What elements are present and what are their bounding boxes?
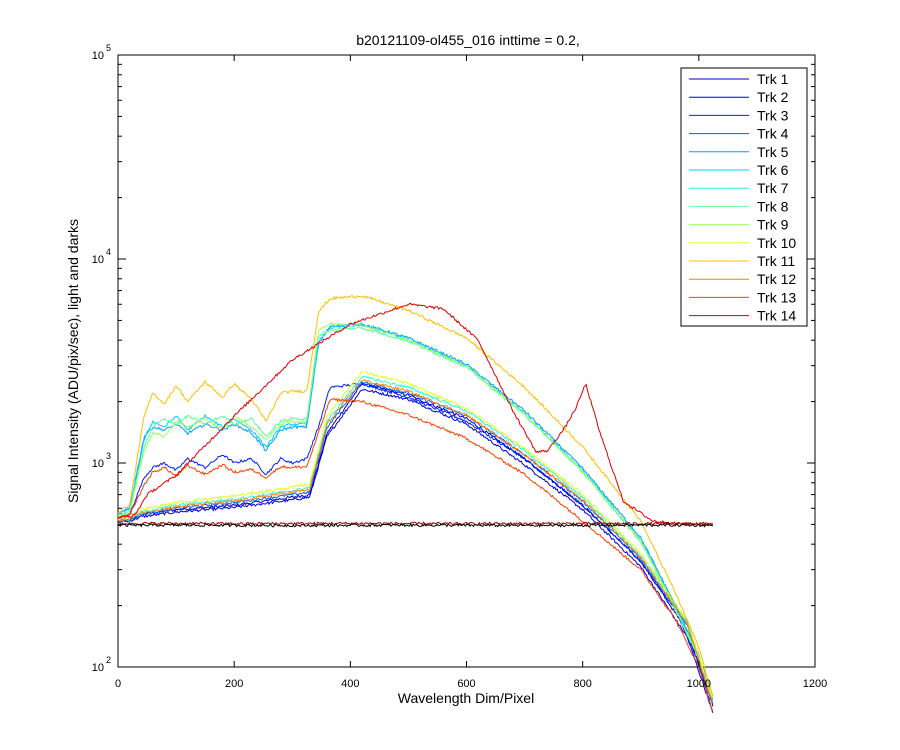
series-line-trk-15 [117,521,713,527]
x-tick-label: 1000 [687,678,711,690]
y-tick-label: 105 [92,43,111,62]
series-line-trk-14 [117,302,714,527]
series-line-trk-6 [117,323,714,703]
y-tick-label-base: 10 [92,254,104,266]
legend-label-trk-8: Trk 8 [757,198,789,214]
y-tick-label-exponent: 3 [106,451,111,461]
series-line-trk-7 [117,375,714,701]
legend-label-trk-2: Trk 2 [757,89,789,105]
legend-label-trk-7: Trk 7 [757,180,789,196]
legend-label-trk-12: Trk 12 [757,271,796,287]
x-tick-label: 1200 [803,678,827,690]
series-line-trk-2 [117,388,714,712]
series-line-trk-16 [117,522,714,528]
legend-box [680,67,808,327]
legend-label-trk-9: Trk 9 [757,217,789,233]
series-line-trk-8 [117,326,714,702]
y-tick-label-exponent: 4 [106,247,111,257]
x-tick-label: 800 [573,678,591,690]
legend: Trk 1 Trk 2 Trk 3 Trk 4 Trk 5 Trk 6 Trk 7 Trk 8… [680,67,808,327]
x-tick-label: 400 [341,678,359,690]
series-line-trk-12 [117,379,714,703]
series-line-trk-3 [117,382,714,714]
series-layer [117,295,714,714]
series-line-trk-13 [117,397,714,712]
y-tick-label-base: 10 [92,662,104,674]
x-axis-label: Wavelength Dim/Pixel [398,690,534,706]
y-tick-label: 103 [92,451,111,470]
legend-label-trk-13: Trk 13 [757,289,796,305]
y-tick-label: 104 [92,247,111,266]
legend-label-trk-10: Trk 10 [757,235,796,251]
y-tick-label-exponent: 5 [106,43,111,53]
legend-label-trk-3: Trk 3 [757,107,789,123]
y-tick-label: 102 [92,655,111,674]
legend-label-trk-1: Trk 1 [757,71,789,87]
y-tick-label-base: 10 [92,458,104,470]
legend-label-trk-4: Trk 4 [757,126,789,142]
legend-label-trk-14: Trk 14 [757,308,796,324]
x-tick-label: 600 [457,678,475,690]
series-line-trk-9 [117,322,714,701]
chart-title: b20121109-ol455_016 inttime = 0.2, [356,32,580,48]
y-tick-label-exponent: 2 [106,655,111,665]
y-axis-label: Signal Intensity (ADU/pix/sec), light an… [65,219,81,503]
legend-label-trk-6: Trk 6 [757,162,789,178]
x-axis-ticks: 0 200 400 600 800 1000 1200 [115,55,827,690]
legend-label-trk-5: Trk 5 [757,144,789,160]
legend-items: Trk 1 Trk 2 Trk 3 Trk 4 Trk 5 Trk 6 Trk 7 Trk 8… [689,71,796,324]
legend-label-trk-11: Trk 11 [757,253,795,269]
y-tick-label-base: 10 [92,50,104,62]
series-line-trk-11 [117,295,714,697]
x-tick-label: 200 [225,678,243,690]
x-tick-label: 0 [115,678,121,690]
